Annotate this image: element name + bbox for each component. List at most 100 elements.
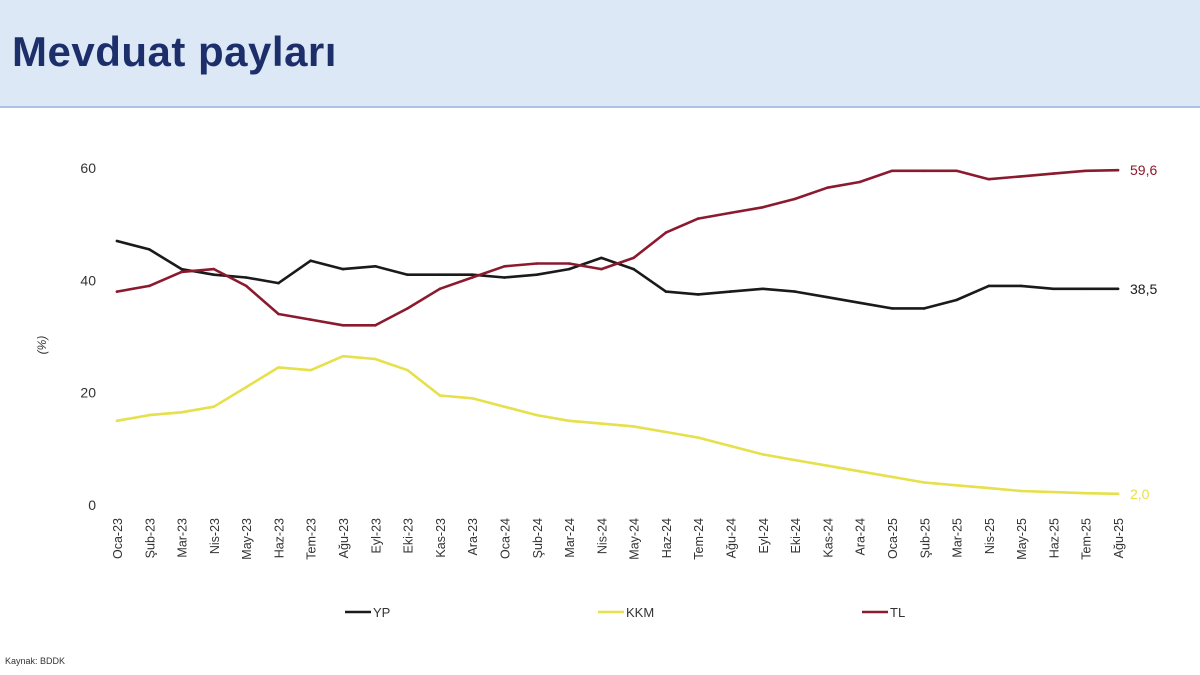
- data-point-tl: [341, 324, 345, 327]
- legend-label-kkm: KKM: [626, 605, 654, 620]
- data-point-kkm: [374, 357, 377, 361]
- x-tick-label: Mar-23: [176, 518, 190, 558]
- data-point-yp: [793, 290, 797, 293]
- x-tick-label: Ağu-24: [725, 518, 739, 558]
- data-point-kkm: [115, 419, 119, 423]
- x-tick-label: Eki-24: [789, 518, 803, 553]
- data-point-yp: [1019, 284, 1023, 288]
- data-point-yp: [1052, 287, 1055, 291]
- series-line-yp: [115, 239, 1120, 310]
- data-point-tl: [987, 177, 991, 181]
- data-point-yp: [244, 276, 248, 279]
- x-tick-label: Eki-23: [402, 518, 416, 553]
- data-point-yp: [277, 281, 280, 285]
- data-point-kkm: [406, 368, 409, 372]
- x-tick-label: Ara-24: [854, 518, 868, 556]
- y-tick-label: 0: [88, 497, 96, 513]
- data-point-tl: [212, 267, 216, 271]
- data-point-tl: [664, 231, 668, 234]
- data-point-yp: [180, 267, 183, 271]
- data-point-kkm: [148, 413, 151, 417]
- data-point-yp: [341, 267, 345, 271]
- data-point-kkm: [858, 470, 861, 473]
- x-tick-label: Eyl-23: [369, 518, 383, 553]
- data-point-kkm: [664, 430, 668, 434]
- data-point-yp: [890, 307, 894, 310]
- x-tick-label: Nis-23: [208, 518, 222, 554]
- x-tick-label: Tem-23: [305, 518, 319, 560]
- x-tick-label: Haz-24: [660, 518, 674, 558]
- x-tick-label: Kas-24: [821, 518, 835, 558]
- data-point-yp: [761, 287, 765, 291]
- x-tick-label: Oca-25: [886, 518, 900, 559]
- data-point-tl: [374, 324, 377, 327]
- data-point-kkm: [309, 368, 313, 372]
- data-point-yp: [212, 273, 216, 277]
- x-tick-label: May-24: [628, 518, 642, 560]
- x-tick-label: May-23: [240, 518, 254, 560]
- end-label-tl: 59,6: [1130, 162, 1157, 178]
- y-tick-label: 60: [80, 160, 96, 176]
- data-point-kkm: [955, 484, 958, 487]
- data-point-yp: [826, 295, 829, 299]
- y-tick-label: 20: [80, 385, 96, 401]
- data-point-yp: [309, 259, 313, 263]
- data-point-kkm: [277, 366, 280, 369]
- legend-label-tl: TL: [890, 605, 905, 620]
- x-tick-label: Haz-23: [272, 518, 286, 558]
- y-axis-label: (%): [35, 336, 49, 355]
- data-point-yp: [1084, 287, 1087, 291]
- data-point-kkm: [535, 413, 539, 417]
- data-point-tl: [696, 217, 700, 220]
- data-point-yp: [696, 293, 700, 296]
- data-point-kkm: [1084, 491, 1087, 495]
- data-point-tl: [729, 211, 732, 215]
- data-point-kkm: [632, 425, 635, 428]
- x-tick-label: Mar-25: [951, 518, 965, 558]
- x-tick-label: Ara-23: [466, 518, 480, 556]
- data-point-tl: [115, 290, 119, 293]
- data-point-yp: [438, 273, 442, 277]
- data-point-yp: [664, 290, 668, 293]
- data-point-tl: [1084, 169, 1087, 173]
- data-point-kkm: [567, 419, 571, 423]
- x-tick-label: Tem-25: [1080, 518, 1094, 560]
- data-point-tl: [955, 169, 958, 173]
- data-point-kkm: [180, 411, 183, 414]
- legend-label-yp: YP: [373, 605, 390, 620]
- data-point-tl: [923, 169, 926, 173]
- data-point-tl: [1019, 175, 1023, 178]
- data-point-kkm: [761, 453, 765, 456]
- data-point-tl: [406, 307, 409, 310]
- x-tick-label: Oca-24: [498, 518, 512, 559]
- data-point-yp: [632, 267, 635, 271]
- y-tick-label: 40: [80, 272, 96, 288]
- data-point-tl: [600, 267, 603, 271]
- x-tick-label: Şub-24: [531, 518, 545, 558]
- data-point-yp: [955, 298, 958, 302]
- data-point-tl: [148, 284, 151, 288]
- data-point-kkm: [1116, 492, 1120, 496]
- x-tick-label: Oca-23: [111, 518, 125, 559]
- data-point-tl: [890, 169, 894, 173]
- x-tick-label: Ağu-25: [1112, 518, 1126, 558]
- data-point-kkm: [923, 481, 926, 484]
- data-point-yp: [1116, 287, 1120, 291]
- data-point-yp: [470, 273, 474, 277]
- end-label-yp: 38,5: [1130, 281, 1157, 297]
- data-point-kkm: [470, 397, 474, 400]
- data-point-yp: [535, 273, 539, 277]
- data-point-tl: [180, 270, 183, 274]
- x-tick-label: Kas-23: [434, 518, 448, 558]
- x-tick-label: Şub-23: [143, 518, 157, 558]
- end-label-kkm: 2,0: [1130, 486, 1150, 502]
- data-point-yp: [374, 265, 377, 268]
- title-bar: Mevduat payları: [0, 0, 1200, 108]
- data-point-yp: [503, 276, 506, 279]
- data-point-tl: [826, 186, 829, 189]
- x-tick-label: Eyl-24: [757, 518, 771, 553]
- data-point-tl: [1052, 172, 1055, 175]
- page-title: Mevduat payları: [12, 28, 337, 75]
- data-point-kkm: [503, 405, 506, 409]
- data-point-tl: [858, 180, 861, 184]
